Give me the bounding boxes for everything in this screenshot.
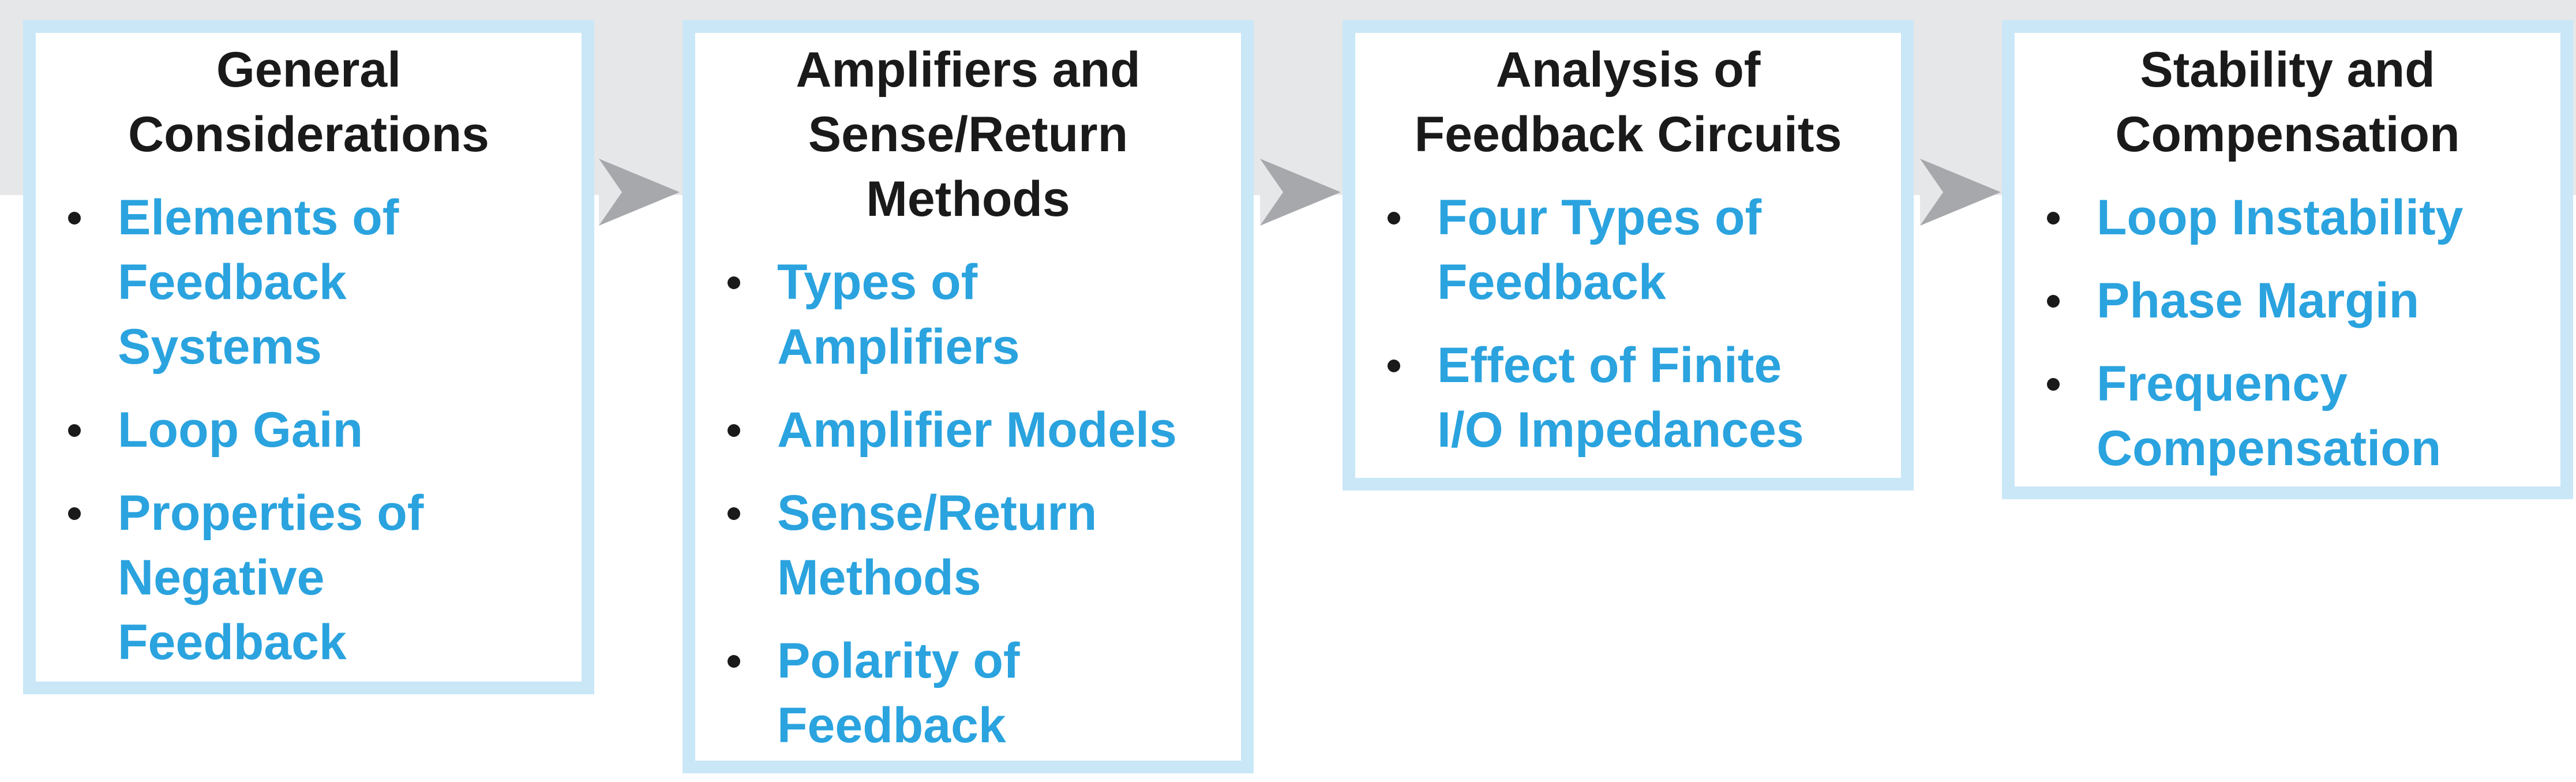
list-item: Effect of Finite I/O Impedances [1363,333,1893,462]
topic-list: Loop Instability Phase Margin Frequency … [2023,185,2552,481]
list-item: Polarity of Feedback [703,628,1233,758]
item-label: Elements of Feedback Systems [118,190,399,375]
bullet-icon [1388,212,1400,225]
topic-list: Types of Amplifiers Amplifier Models Sen… [703,250,1233,758]
item-label: Phase Margin [2097,273,2420,328]
item-label: Frequency Compensation [2097,356,2442,476]
box-title: General Considerations [128,42,489,162]
list-item: Loop Instability [2023,185,2552,250]
bullet-icon [68,212,81,225]
box-title: Analysis of Feedback Circuits [1414,42,1842,162]
item-label: Loop Gain [118,402,363,458]
box-title: Stability and Compensation [2115,42,2460,162]
arrow-right-icon [1920,159,2001,226]
bullet-icon [728,276,740,289]
bullet-icon [68,424,81,437]
bullet-icon [1388,360,1400,372]
box-stability-compensation: Stability and Compensation Loop Instabil… [2002,20,2573,499]
list-item: Phase Margin [2023,268,2552,333]
list-item: Amplifier Models [703,398,1233,462]
list-item: Loop Gain [44,398,573,462]
bullet-icon [2047,212,2060,225]
bullet-icon [2047,378,2060,391]
item-label: Effect of Finite I/O Impedances [1437,338,1804,458]
box-analysis-feedback-circuits: Analysis of Feedback Circuits Four Types… [1343,20,1914,491]
box-amplifiers-sense-return: Amplifiers and Sense/Return Methods Type… [683,20,1254,773]
arrow-right-icon [599,159,680,226]
list-item: Sense/Return Methods [703,481,1233,610]
item-label: Sense/Return Methods [777,485,1097,605]
bullet-icon [2047,295,2060,308]
bullet-icon [728,507,740,520]
topic-list: Elements of Feedback Systems Loop Gain P… [44,185,573,675]
bullet-icon [728,424,740,437]
list-item: Elements of Feedback Systems [44,185,573,379]
item-label: Loop Instability [2097,190,2463,245]
list-item: Four Types of Feedback [1363,185,1893,315]
box-title: Amplifiers and Sense/Return Methods [796,42,1141,227]
list-item: Properties of Negative Feedback [44,481,573,675]
list-item: Frequency Compensation [2023,351,2552,481]
topic-list: Four Types of Feedback Effect of Finite … [1363,185,1893,462]
item-label: Amplifier Models [777,402,1177,458]
list-item: Types of Amplifiers [703,250,1233,379]
arrow-right-icon [1260,159,1341,226]
box-general-considerations: General Considerations Elements of Feedb… [23,20,594,694]
item-label: Properties of Negative Feedback [118,485,424,670]
bullet-icon [728,655,740,668]
bullet-icon [68,507,81,520]
item-label: Polarity of Feedback [777,633,1020,753]
item-label: Four Types of Feedback [1437,190,1762,310]
item-label: Types of Amplifiers [777,255,1020,375]
